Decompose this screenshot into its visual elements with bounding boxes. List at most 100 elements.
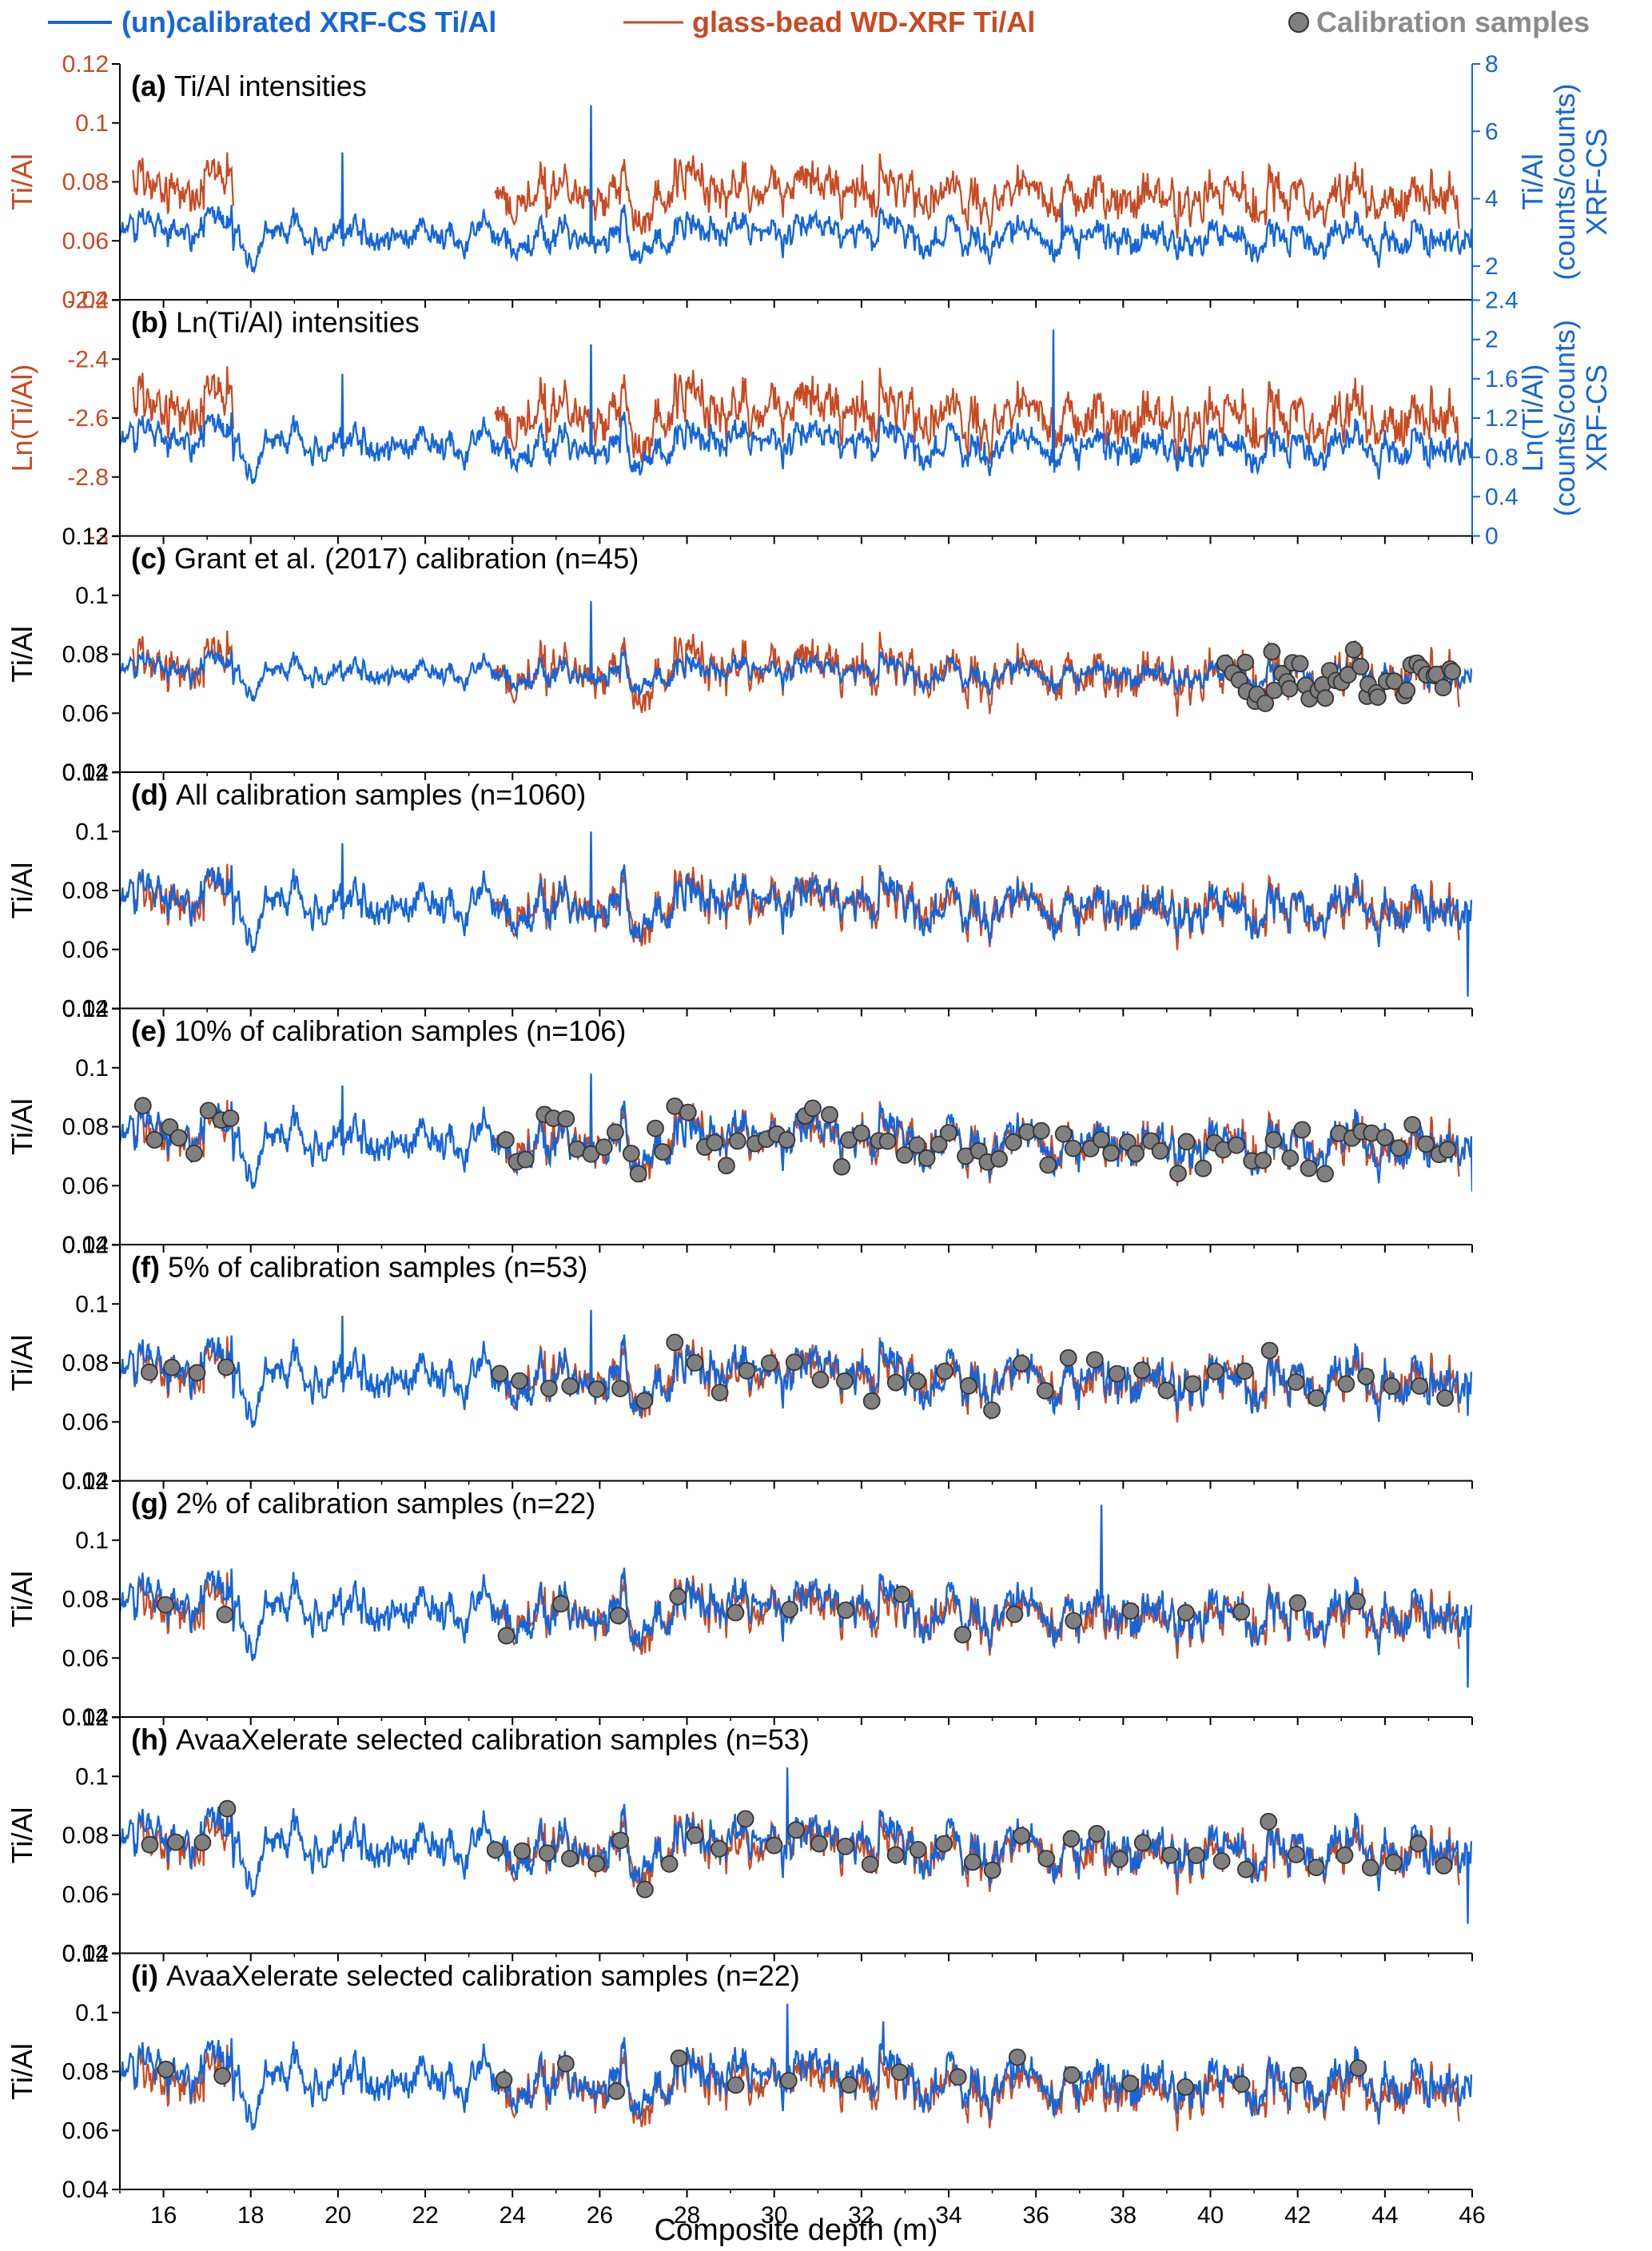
calibration-sample xyxy=(983,1401,1001,1419)
y-tick-label: 0.06 xyxy=(62,228,109,254)
calibration-sample xyxy=(949,2068,967,2086)
calibration-sample xyxy=(1289,2066,1308,2085)
calibration-sample xyxy=(540,1380,558,1397)
calibration-sample xyxy=(804,1099,822,1118)
calibration-sample xyxy=(1194,1159,1212,1177)
panel-title-text: AvaaXelerate selected calibration sample… xyxy=(176,1723,810,1756)
calibration-sample xyxy=(218,1799,237,1818)
series-xrf-d xyxy=(120,831,1472,997)
calibration-sample xyxy=(960,1376,977,1395)
calibration-sample xyxy=(213,2067,232,2085)
calibration-sample xyxy=(1357,1368,1375,1385)
y-tick-label: -3 xyxy=(87,524,109,550)
calibration-sample xyxy=(1236,1362,1254,1380)
y-tick-label: 0.08 xyxy=(62,2059,109,2086)
calibration-sample xyxy=(908,1136,926,1154)
calibration-sample xyxy=(686,1354,704,1372)
y-tick-label: 0.1 xyxy=(75,819,109,845)
y-axis-label: Ti/Al xyxy=(6,1335,38,1392)
series-wd-b xyxy=(132,366,1460,468)
y-tick-label: 0.08 xyxy=(62,1114,109,1141)
y-tick-label: 0.1 xyxy=(75,583,109,609)
calibration-sample xyxy=(1443,663,1462,680)
y-tick-label: -2.2 xyxy=(67,288,109,314)
calibration-sample xyxy=(1434,679,1452,697)
calibration-sample xyxy=(836,1837,854,1855)
calibration-sample xyxy=(660,1855,679,1873)
calibration-sample xyxy=(1383,1377,1401,1395)
y2-tick-label: 0 xyxy=(1485,524,1499,550)
calibration-sample xyxy=(497,1131,515,1149)
calibration-sample xyxy=(1368,688,1387,706)
x-tick-label: 36 xyxy=(1023,2202,1049,2229)
series-xrf-i xyxy=(120,2003,1472,2131)
calibration-sample xyxy=(1121,2074,1140,2093)
calibration-sample xyxy=(561,1377,579,1396)
panel-c: 0.04 0.06 0.08 0.1 0.12 Ti/Al (c) Grant et al.… xyxy=(6,524,1473,786)
y-tick-label: 0.12 xyxy=(62,524,109,550)
calibration-sample xyxy=(561,1850,579,1868)
calibration-sample xyxy=(1260,1341,1279,1360)
y2-tick-label: 1.6 xyxy=(1485,366,1519,392)
calibration-sample xyxy=(221,1110,240,1127)
calibration-sample xyxy=(1344,640,1363,659)
calibration-sample xyxy=(1409,1835,1427,1853)
calibration-sample xyxy=(778,1131,796,1149)
series-xrf-g xyxy=(120,1504,1472,1688)
calibration-sample xyxy=(1127,1145,1144,1162)
calibration-sample xyxy=(1308,1389,1326,1407)
y-axis-label: Ti/Al xyxy=(6,863,38,919)
y-tick-label: 0.08 xyxy=(62,1350,109,1376)
calibration-sample xyxy=(552,1595,570,1613)
calibration-sample xyxy=(1385,1853,1403,1871)
legend-wd-label: glass-bead WD-XRF Ti/Al xyxy=(692,6,1035,38)
calibration-sample xyxy=(1228,1136,1245,1154)
y-tick-label: -2.4 xyxy=(67,346,109,373)
panel-title: (e) 10% of calibration samples (n=106) xyxy=(131,1014,626,1047)
calibration-sample xyxy=(1009,2048,1026,2066)
y-tick-label: 0.04 xyxy=(62,2177,109,2203)
calibration-sample xyxy=(861,1855,879,1874)
calibration-sample xyxy=(1280,679,1299,698)
y-tick-label: 0.08 xyxy=(62,1587,109,1613)
y-tick-label: 0.12 xyxy=(62,1468,109,1495)
x-tick-label: 34 xyxy=(935,2202,961,2229)
y-tick-label: 0.12 xyxy=(62,1941,109,1967)
calibration-sample xyxy=(1436,1389,1454,1407)
calibration-sample xyxy=(935,1835,953,1853)
calibration-sample xyxy=(1236,653,1255,671)
panel-e: 0.04 0.06 0.08 0.1 0.12 Ti/Al (e) 10% of calib… xyxy=(6,996,1473,1258)
calibration-sample xyxy=(141,1835,159,1854)
calibration-sample xyxy=(1254,1151,1272,1169)
calibration-sample xyxy=(1085,1351,1104,1369)
panel-title: (d) All calibration samples (n=1060) xyxy=(131,779,586,811)
calibration-sample xyxy=(1256,695,1275,712)
calibration-sample xyxy=(760,1354,778,1373)
calibration-sample xyxy=(1033,1122,1050,1140)
calibration-sample xyxy=(1293,1121,1312,1139)
y-tick-label: 0.12 xyxy=(62,1233,109,1259)
calibration-sample xyxy=(1054,1125,1073,1143)
calibration-sample xyxy=(1176,1604,1195,1622)
y-tick-label: 0.06 xyxy=(62,1409,109,1436)
calibration-sample xyxy=(1307,1859,1325,1877)
calibration-sample xyxy=(636,1880,654,1898)
y-axis-label: Ti/Al xyxy=(6,153,38,210)
calibration-sample xyxy=(486,1841,504,1859)
y2-tick-label: 2.4 xyxy=(1485,288,1519,314)
calibration-sample xyxy=(1390,1139,1408,1157)
y-tick-label: -2.6 xyxy=(67,405,109,432)
panel-letter: (i) xyxy=(131,1959,166,1992)
calibration-sample xyxy=(1287,1373,1305,1391)
calibration-sample xyxy=(587,1380,606,1398)
calibration-sample xyxy=(1005,1605,1024,1624)
y-tick-label: 0.12 xyxy=(62,760,109,787)
calibration-sample xyxy=(886,1373,905,1392)
calibration-sample xyxy=(1300,1159,1318,1177)
x-axis-label: Composite depth (m) xyxy=(655,2213,938,2247)
calibration-sample xyxy=(1088,1824,1106,1843)
y2-axis-label: Ln(Ti/Al) xyxy=(1516,365,1549,472)
calibration-sample xyxy=(936,1362,953,1380)
calibration-sample xyxy=(1037,1850,1056,1868)
y2-tick-label: 2 xyxy=(1485,253,1499,280)
